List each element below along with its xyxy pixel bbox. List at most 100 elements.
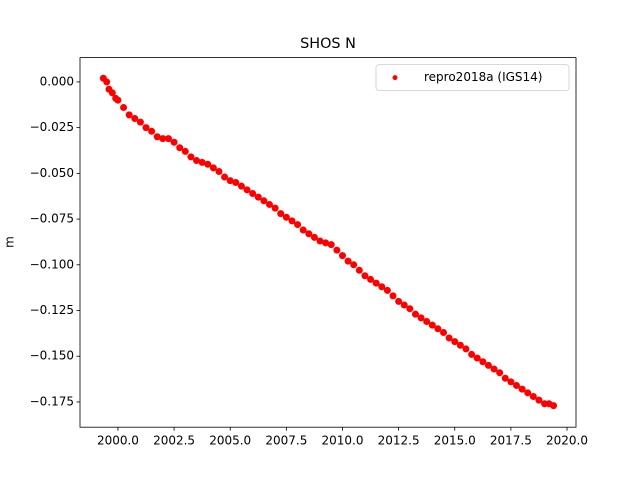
data-point: [400, 301, 408, 309]
data-point: [170, 138, 178, 146]
x-tick-label: 2015.0: [434, 434, 476, 448]
data-point: [204, 160, 212, 168]
y-tick-label: −0.050: [30, 166, 74, 180]
data-point: [181, 147, 189, 155]
y-tick-label: −0.175: [30, 394, 74, 408]
x-tick-label: 2010.0: [321, 434, 363, 448]
data-point: [550, 402, 558, 410]
data-point: [496, 369, 504, 377]
data-point: [198, 158, 206, 166]
data-point: [164, 135, 172, 143]
data-point: [456, 341, 464, 349]
data-point: [524, 389, 532, 397]
data-point: [518, 385, 526, 393]
data-point: [411, 310, 419, 318]
y-tick-label: 0.000: [40, 74, 74, 88]
data-point: [350, 261, 358, 269]
x-tick-label: 2012.5: [378, 434, 420, 448]
data-point: [136, 118, 144, 126]
data-point: [451, 338, 459, 346]
data-point: [428, 321, 436, 329]
x-tick-label: 2017.5: [490, 434, 532, 448]
data-point: [316, 237, 324, 245]
y-tick-label: −0.150: [30, 349, 74, 363]
data-point: [406, 305, 414, 313]
data-point: [209, 164, 217, 172]
data-point: [299, 226, 307, 234]
x-tick-label: 2005.0: [209, 434, 251, 448]
data-point: [423, 317, 431, 325]
x-tick-label: 2000.0: [97, 434, 139, 448]
data-point: [310, 233, 318, 241]
y-tick-label: −0.075: [30, 212, 74, 226]
data-point: [361, 272, 369, 280]
data-point: [193, 157, 201, 165]
data-point: [445, 334, 453, 342]
y-axis-label: m: [3, 236, 17, 248]
data-point: [372, 279, 380, 287]
data-point: [473, 354, 481, 362]
data-point: [114, 96, 122, 104]
data-point: [176, 144, 184, 152]
data-point: [159, 135, 167, 143]
data-point: [355, 266, 363, 274]
data-point: [507, 378, 515, 386]
data-point: [120, 104, 128, 112]
data-point: [243, 186, 251, 194]
x-tick-label: 2007.5: [265, 434, 307, 448]
data-point: [344, 257, 352, 265]
data-point: [125, 111, 133, 119]
data-point: [249, 189, 257, 197]
data-point: [383, 286, 391, 294]
plot-frame: [79, 57, 577, 428]
data-point: [277, 210, 285, 218]
data-point: [378, 283, 386, 291]
data-point: [490, 365, 498, 373]
data-point: [232, 179, 240, 187]
data-point: [434, 325, 442, 333]
chart-title: SHOS N: [300, 36, 356, 52]
data-point: [327, 241, 335, 249]
x-tick-label: 2002.5: [153, 434, 195, 448]
data-point: [148, 127, 156, 135]
data-point: [221, 173, 229, 181]
data-point: [479, 358, 487, 366]
data-point: [142, 124, 150, 132]
data-point: [529, 392, 537, 400]
data-point: [294, 221, 302, 229]
legend-box: [375, 64, 570, 91]
y-tick-label: −0.100: [30, 257, 74, 271]
data-point: [462, 345, 470, 353]
data-point: [440, 328, 448, 336]
data-point: [237, 182, 245, 190]
data-point: [108, 89, 116, 97]
data-point: [333, 246, 341, 254]
data-point: [322, 239, 330, 247]
data-point: [338, 252, 346, 260]
data-point: [484, 361, 492, 369]
data-point: [187, 153, 195, 161]
data-point: [501, 374, 509, 382]
data-point: [260, 197, 268, 205]
data-point: [417, 314, 425, 322]
legend-label: repro2018a (IGS14): [424, 70, 542, 84]
data-point: [266, 200, 274, 208]
data-point: [535, 396, 543, 404]
data-point: [282, 213, 290, 221]
data-point: [468, 350, 476, 358]
data-point: [131, 114, 139, 122]
y-tick-label: −0.025: [30, 120, 74, 134]
y-tick-label: −0.125: [30, 303, 74, 317]
data-point: [215, 168, 223, 176]
data-point: [271, 204, 279, 212]
data-point: [305, 230, 313, 238]
data-point: [288, 217, 296, 225]
legend-marker: [392, 75, 398, 81]
data-point: [512, 382, 520, 390]
data-point: [254, 193, 262, 201]
data-point: [153, 133, 161, 141]
data-point: [389, 292, 397, 300]
data-point: [367, 275, 375, 283]
